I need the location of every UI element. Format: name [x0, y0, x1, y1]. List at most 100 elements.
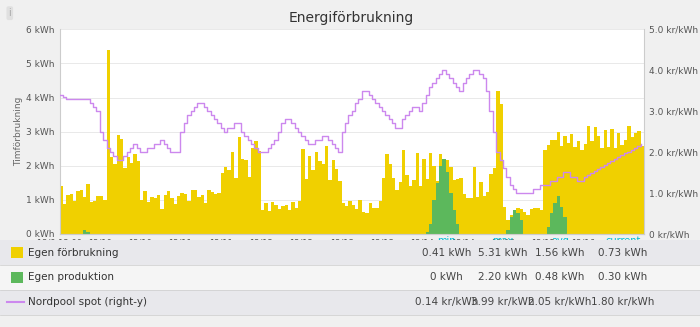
Text: 0.30 kWh: 0.30 kWh — [598, 272, 648, 283]
Bar — [69, 194, 73, 234]
Bar — [553, 140, 556, 234]
Bar — [328, 181, 332, 234]
Bar — [493, 168, 496, 234]
Bar — [620, 145, 624, 234]
Bar — [560, 207, 564, 234]
Bar — [211, 192, 214, 234]
Bar — [231, 152, 234, 234]
Bar — [469, 198, 472, 234]
Bar — [519, 209, 523, 234]
Bar — [517, 214, 519, 234]
Bar — [540, 210, 543, 234]
Bar — [318, 161, 321, 234]
Bar — [184, 194, 187, 234]
Bar — [580, 149, 584, 234]
Bar — [385, 154, 389, 234]
Bar — [564, 217, 567, 234]
Bar — [476, 197, 480, 234]
Text: 1.56 kWh: 1.56 kWh — [536, 248, 584, 258]
Text: Nordpool spot (right-y): Nordpool spot (right-y) — [28, 297, 147, 307]
Bar — [442, 172, 446, 234]
Bar — [234, 178, 237, 234]
Text: 0.41 kWh: 0.41 kWh — [422, 248, 471, 258]
Bar — [577, 141, 580, 234]
Bar — [355, 209, 358, 234]
Bar — [134, 154, 136, 234]
Text: current: current — [606, 236, 640, 246]
Bar — [113, 164, 117, 234]
Bar — [281, 206, 285, 234]
Bar — [422, 159, 426, 234]
Bar — [513, 210, 517, 234]
Bar — [295, 208, 298, 234]
Bar — [452, 210, 456, 234]
Bar — [170, 198, 174, 234]
Bar — [637, 131, 640, 234]
Bar — [597, 136, 601, 234]
Text: avg: avg — [551, 236, 569, 246]
Bar — [483, 196, 486, 234]
Bar — [66, 196, 69, 234]
Bar — [291, 202, 295, 234]
Bar — [190, 190, 194, 234]
Bar — [547, 227, 550, 234]
Bar — [93, 201, 97, 234]
Bar — [584, 144, 587, 234]
Bar — [405, 175, 409, 234]
Bar — [523, 212, 526, 234]
Bar — [123, 168, 127, 234]
Bar — [456, 224, 459, 234]
Bar — [228, 170, 231, 234]
Bar — [147, 202, 150, 234]
Bar — [244, 160, 248, 234]
Bar — [409, 186, 412, 234]
Bar — [224, 167, 228, 234]
Bar — [449, 193, 452, 234]
Bar — [536, 208, 540, 234]
Bar — [254, 141, 258, 234]
Bar — [631, 137, 634, 234]
Bar — [489, 174, 493, 234]
Bar — [530, 209, 533, 234]
Bar — [500, 104, 503, 234]
Bar — [372, 208, 375, 234]
Bar — [560, 146, 564, 234]
Bar — [298, 201, 302, 234]
Bar — [127, 157, 130, 234]
Bar — [449, 167, 452, 234]
Bar — [73, 201, 76, 234]
Text: 3.99 kr/kWh: 3.99 kr/kWh — [471, 297, 534, 307]
Bar — [345, 206, 349, 234]
Bar — [241, 159, 244, 234]
Bar — [80, 190, 83, 234]
Bar — [614, 148, 617, 234]
Bar — [419, 186, 422, 234]
Bar — [194, 190, 197, 234]
Bar — [389, 164, 392, 234]
Bar — [368, 203, 372, 234]
Bar — [429, 153, 433, 234]
Bar — [285, 205, 288, 234]
Bar — [76, 191, 80, 234]
Bar — [550, 214, 553, 234]
Bar — [570, 133, 573, 234]
Text: Egen produktion: Egen produktion — [28, 272, 114, 283]
Text: 2.05 kr/kWh: 2.05 kr/kWh — [528, 297, 592, 307]
Bar — [452, 180, 456, 234]
Bar — [100, 196, 103, 234]
Bar — [144, 191, 147, 234]
Bar — [63, 204, 66, 234]
Bar — [167, 191, 170, 234]
Bar — [288, 210, 291, 234]
Y-axis label: Timförbrukning: Timförbrukning — [15, 97, 23, 166]
Bar — [271, 202, 274, 234]
Bar — [174, 204, 177, 234]
Bar — [412, 180, 416, 234]
Bar — [480, 182, 483, 234]
Text: max: max — [492, 236, 513, 246]
Bar — [97, 196, 100, 234]
Bar — [610, 129, 614, 234]
Bar — [86, 232, 90, 234]
Text: i: i — [8, 8, 11, 18]
Bar — [342, 203, 345, 234]
